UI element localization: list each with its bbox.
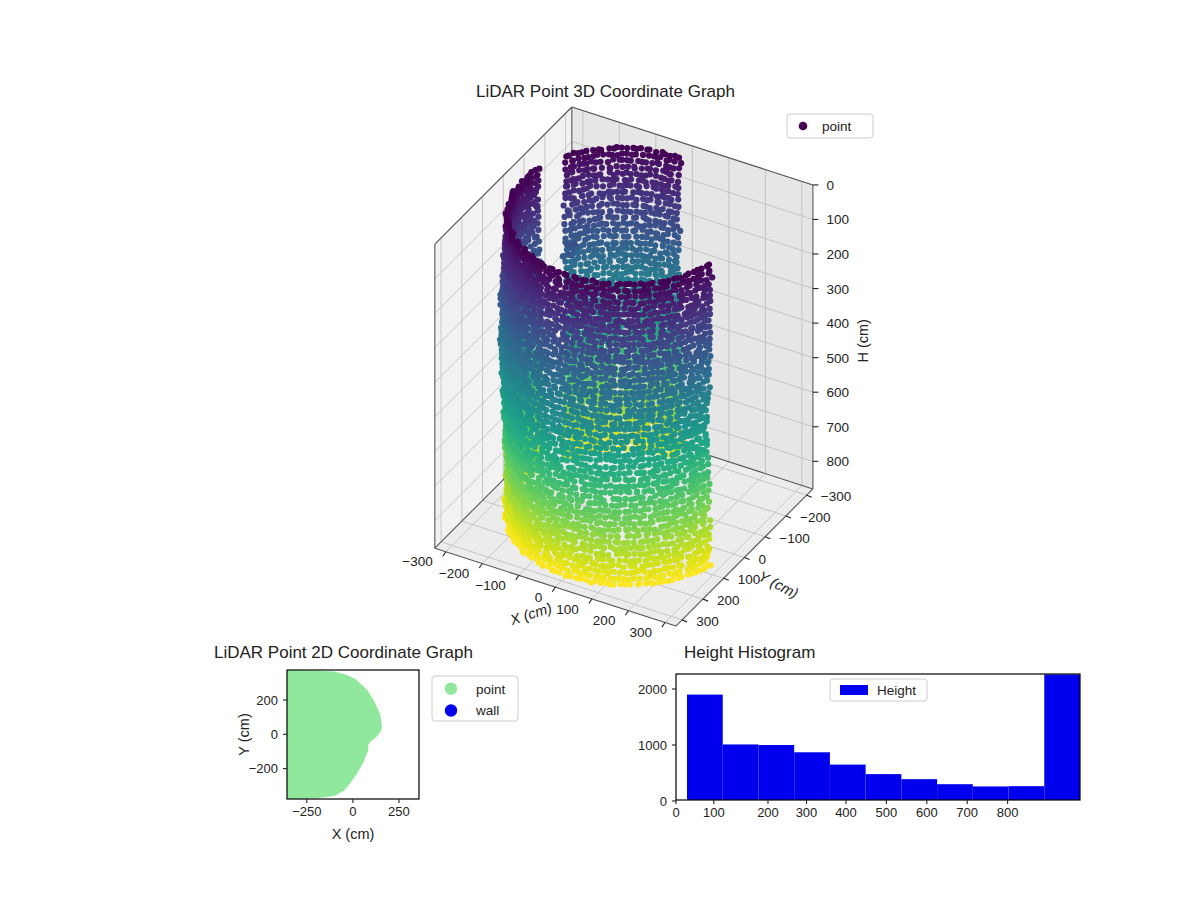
svg-text:−300: −300 <box>402 554 432 569</box>
svg-text:300: 300 <box>796 805 818 820</box>
svg-text:0: 0 <box>672 805 679 820</box>
svg-text:−100: −100 <box>779 531 809 546</box>
svg-text:800: 800 <box>997 805 1019 820</box>
svg-text:600: 600 <box>826 385 849 400</box>
svg-text:0: 0 <box>271 727 278 742</box>
svg-text:wall: wall <box>475 703 499 718</box>
svg-text:0: 0 <box>826 178 834 193</box>
svg-text:0: 0 <box>660 794 667 809</box>
svg-text:−200: −200 <box>249 761 278 776</box>
svg-text:500: 500 <box>826 351 849 366</box>
svg-text:200: 200 <box>256 693 278 708</box>
svg-text:H (cm): H (cm) <box>855 319 871 363</box>
svg-text:0: 0 <box>759 552 767 567</box>
svg-text:0: 0 <box>349 804 356 819</box>
svg-text:−250: −250 <box>292 804 321 819</box>
svg-text:800: 800 <box>826 454 849 469</box>
svg-text:300: 300 <box>696 614 719 629</box>
svg-text:point: point <box>822 119 852 134</box>
svg-text:2000: 2000 <box>638 682 667 697</box>
svg-text:−200: −200 <box>439 566 469 581</box>
svg-text:−100: −100 <box>475 578 505 593</box>
svg-text:400: 400 <box>826 316 849 331</box>
svg-text:200: 200 <box>757 805 779 820</box>
svg-text:700: 700 <box>826 420 849 435</box>
svg-text:point: point <box>476 682 506 697</box>
svg-text:X (cm): X (cm) <box>507 600 553 629</box>
svg-text:−300: −300 <box>821 489 851 504</box>
svg-text:Y (cm): Y (cm) <box>756 568 801 602</box>
svg-text:Height: Height <box>877 683 916 698</box>
svg-text:300: 300 <box>629 625 652 640</box>
svg-text:200: 200 <box>593 613 616 628</box>
svg-text:700: 700 <box>956 805 978 820</box>
svg-text:100: 100 <box>826 212 849 227</box>
svg-text:X (cm): X (cm) <box>332 826 375 842</box>
svg-text:300: 300 <box>826 282 849 297</box>
svg-text:400: 400 <box>835 805 857 820</box>
svg-text:200: 200 <box>717 593 740 608</box>
svg-text:1000: 1000 <box>638 738 667 753</box>
svg-text:Y (cm): Y (cm) <box>236 713 252 755</box>
svg-text:500: 500 <box>876 805 898 820</box>
svg-text:100: 100 <box>703 805 725 820</box>
svg-text:600: 600 <box>916 805 938 820</box>
svg-text:100: 100 <box>556 602 579 617</box>
svg-text:250: 250 <box>388 804 410 819</box>
svg-text:−200: −200 <box>800 510 830 525</box>
svg-text:200: 200 <box>826 247 849 262</box>
